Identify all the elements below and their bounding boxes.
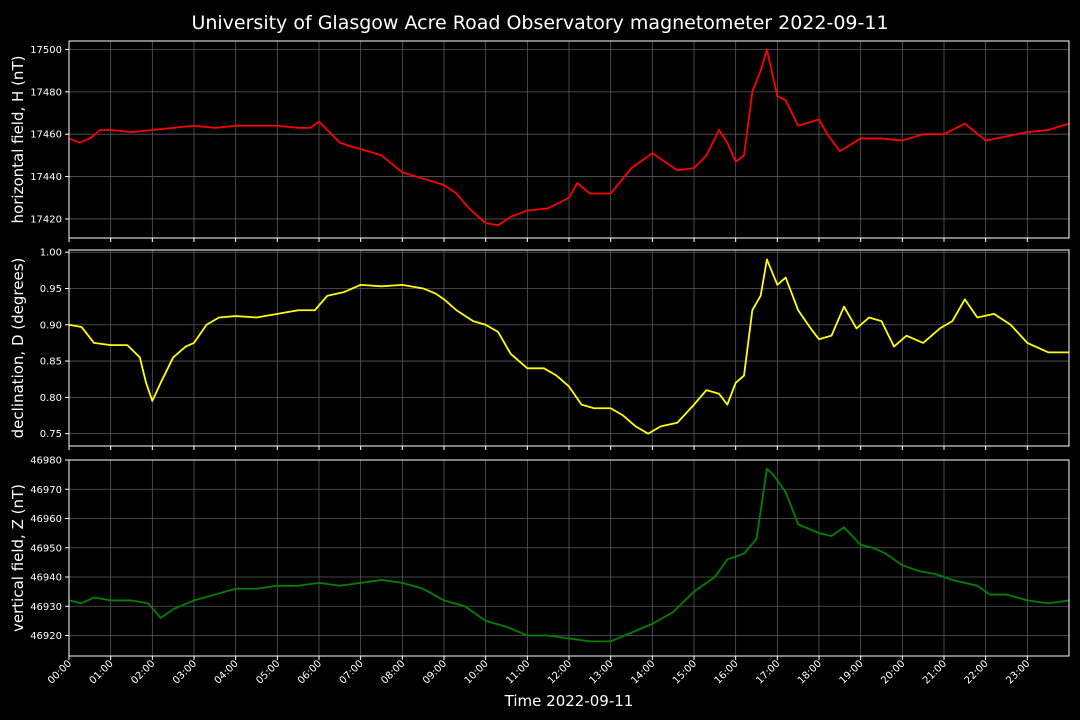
- y-tick-label: 1.00: [40, 248, 62, 259]
- y-tick-label: 17460: [30, 130, 62, 141]
- y-tick-label: 46950: [30, 543, 62, 554]
- y-tick-label: 46970: [30, 485, 62, 496]
- z-field-panel: 46920 46930 46940 46950 46960 46970 46980 verti…: [9, 456, 1070, 660]
- y-tick-label: 0.95: [40, 284, 62, 295]
- y-tick-label: 0.90: [40, 320, 62, 331]
- y-tick-label: 46980: [30, 456, 62, 467]
- x-axis-label: Time 2022-09-11: [504, 692, 634, 710]
- series-line-z: [68, 467, 1070, 643]
- y-tick-label: 17420: [30, 214, 62, 225]
- y-tick-label: 46930: [30, 602, 62, 613]
- y-tick-label: 0.80: [40, 393, 62, 404]
- y-tick-label: 46920: [30, 631, 62, 642]
- y-tick-label: 17440: [30, 172, 62, 183]
- y-axis-label-d: declination, D (degrees): [9, 258, 27, 439]
- y-tick-label: 0.85: [40, 357, 62, 368]
- series-line-d: [68, 258, 1069, 435]
- y-tick-label: 46940: [30, 573, 62, 584]
- y-tick-label: 17500: [30, 45, 62, 56]
- y-axis-label-z: vertical field, Z (nT): [9, 484, 27, 632]
- y-tick-label: 46960: [30, 514, 62, 525]
- series-line-h: [68, 48, 1070, 227]
- figure-title: University of Glasgow Acre Road Observat…: [191, 12, 888, 34]
- y-tick-label: 0.75: [40, 429, 62, 440]
- y-tick-label: 17480: [30, 87, 62, 98]
- declination-panel: 0.75 0.80 0.85 0.90 0.95 1.00 declination, D (…: [9, 248, 1070, 450]
- y-axis-label-h: horizontal field, H (nT): [9, 56, 27, 224]
- axes-frame: [68, 249, 1070, 447]
- axes-frame: [68, 40, 1070, 239]
- axes-frame: [68, 459, 1070, 657]
